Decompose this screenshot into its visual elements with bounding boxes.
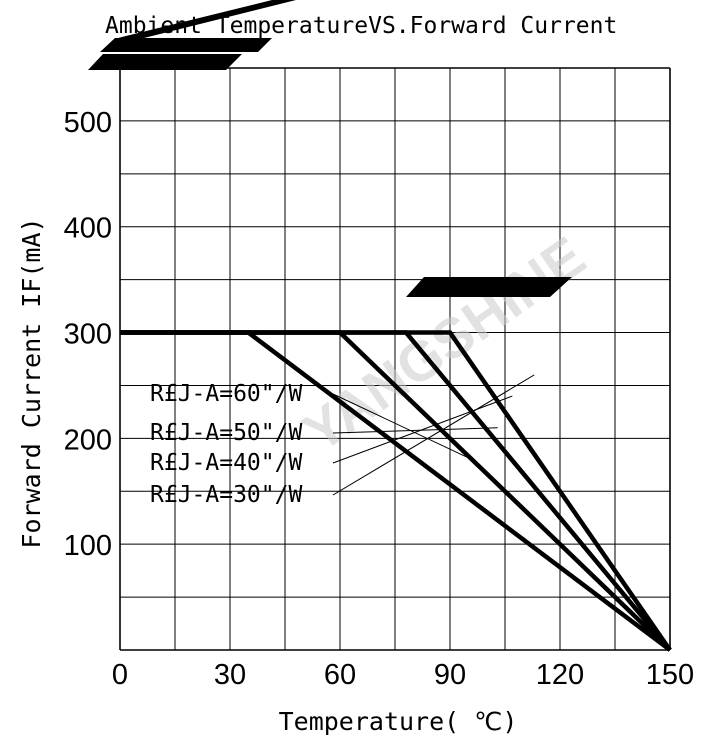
x-tick-label: 30 [214, 659, 246, 691]
redaction-mark-top-1 [118, 0, 296, 38]
y-tick-label: 100 [64, 530, 112, 562]
legend-label-3: R£J-A=40"/W [150, 450, 302, 476]
x-tick-label: 120 [536, 659, 584, 691]
redaction-mark-top-3 [88, 54, 242, 70]
y-tick-label: 300 [64, 319, 112, 351]
y-axis-label: Forward Current IF(mA) [17, 217, 46, 548]
x-tick-label: 0 [112, 659, 128, 691]
legend-leader-1 [332, 393, 473, 460]
redaction-mark-right [406, 277, 572, 297]
series-lines [120, 330, 672, 652]
y-tick-label: 500 [64, 107, 112, 139]
x-tick-label: 90 [434, 659, 466, 691]
legend-leader-4 [332, 374, 535, 496]
watermark: YANGSHINE [291, 224, 596, 464]
legend-leader-2 [332, 427, 498, 434]
redaction-mark-top-2 [100, 38, 272, 52]
chart-title: Ambient TemperatureVS.Forward Current [105, 13, 617, 39]
tick-labels: 0 30 60 90 120 150 100 200 300 400 500 [64, 107, 695, 691]
legend-label-4: R£J-A=30"/W [150, 482, 302, 508]
legend-label-2: R£J-A=50"/W [150, 420, 302, 446]
y-tick-label: 400 [64, 213, 112, 245]
redaction-marks [88, 0, 572, 297]
legend-leader-3 [332, 395, 513, 464]
legend-label-1: R£J-A=60"/W [150, 381, 302, 407]
x-tick-label: 150 [646, 659, 694, 691]
legend: R£J-A=60"/W R£J-A=50"/W R£J-A=40"/W R£J-A=3… [150, 374, 535, 508]
x-tick-label: 60 [324, 659, 356, 691]
series-line-4 [120, 330, 672, 652]
x-axis-label: Temperature( ℃) [279, 707, 518, 736]
y-tick-label: 200 [64, 424, 112, 456]
